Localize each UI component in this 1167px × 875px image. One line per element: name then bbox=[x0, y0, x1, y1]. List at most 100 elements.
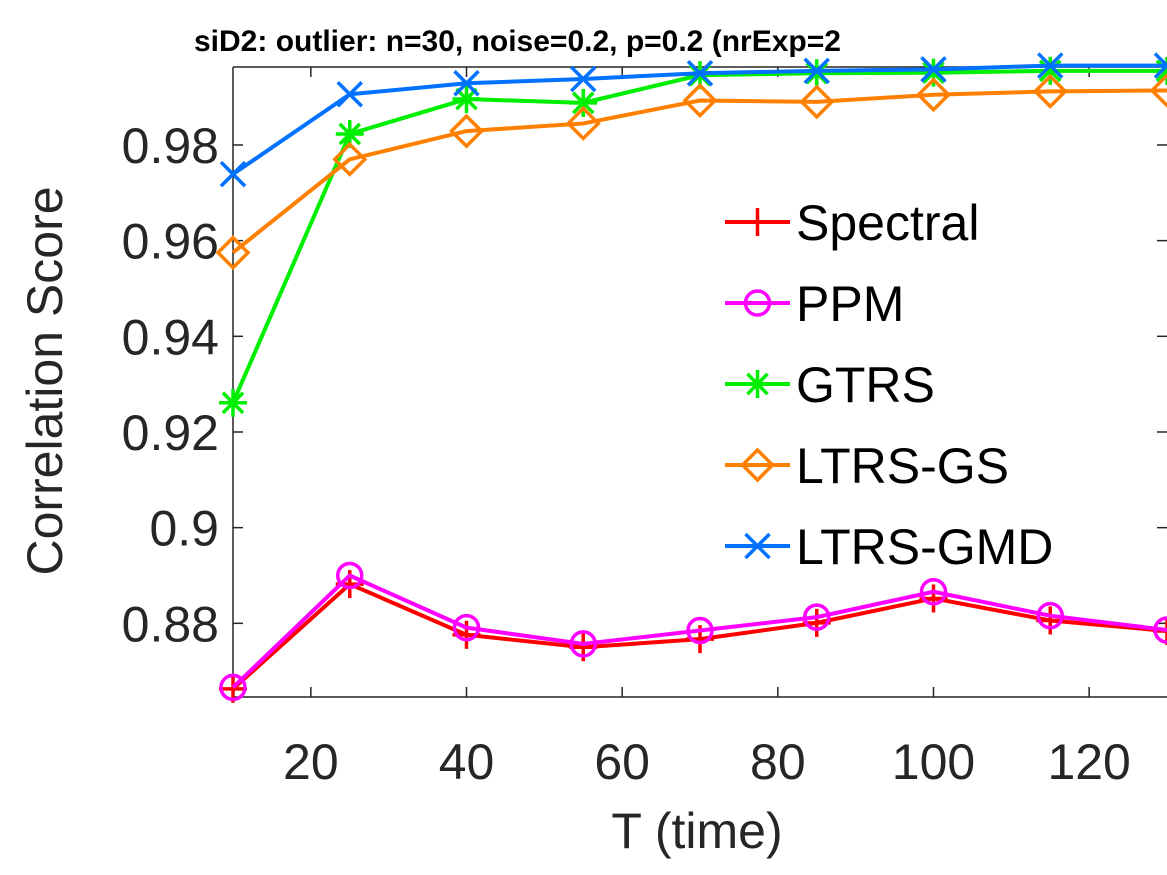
marker-stroke bbox=[215, 235, 251, 271]
marker-stroke bbox=[686, 616, 714, 645]
legend-marker bbox=[740, 447, 775, 483]
legend-item-spectral: Spectral bbox=[725, 195, 979, 251]
y-tick-label: 0.98 bbox=[122, 118, 219, 174]
series-line-gtrs bbox=[231, 68, 1167, 404]
x-tick-label: 20 bbox=[283, 734, 339, 790]
marker-stroke bbox=[1153, 52, 1167, 69]
data-point-gtrs bbox=[219, 388, 247, 417]
data-point-ltrs-gmd bbox=[453, 70, 480, 97]
data-point-ltrs-gmd bbox=[570, 65, 597, 93]
legend-marker bbox=[743, 208, 772, 236]
marker-stroke bbox=[1037, 52, 1064, 79]
x-tick-label: 40 bbox=[439, 734, 495, 790]
legend-label: LTRS-GMD bbox=[796, 519, 1053, 575]
legend-marker bbox=[744, 532, 771, 560]
y-tick-label: 0.92 bbox=[122, 405, 219, 461]
marker-stroke bbox=[336, 561, 364, 590]
marker-stroke bbox=[799, 84, 835, 120]
marker-stroke bbox=[570, 65, 597, 93]
y-axis-title: Correlation Score bbox=[17, 186, 73, 575]
marker-stroke bbox=[744, 532, 771, 560]
data-point-gtrs bbox=[1036, 56, 1065, 85]
x-tick-label: 60 bbox=[594, 734, 650, 790]
data-point-ltrs-gs bbox=[799, 84, 835, 120]
data-point-ltrs-gs bbox=[1149, 72, 1167, 108]
marker-stroke bbox=[1153, 616, 1167, 644]
x-tick-label: 100 bbox=[892, 734, 975, 790]
data-point-ppm bbox=[452, 613, 481, 642]
data-point-ltrs-gmd bbox=[1037, 52, 1064, 79]
data-point-ppm bbox=[919, 578, 948, 606]
data-point-ltrs-gmd bbox=[686, 59, 714, 87]
series-ppm bbox=[219, 561, 1167, 702]
marker-stroke bbox=[219, 160, 247, 188]
data-point-ppm bbox=[803, 603, 831, 631]
data-point-ltrs-gs bbox=[565, 105, 601, 141]
data-point-ppm bbox=[569, 630, 597, 658]
series-group bbox=[215, 52, 1167, 703]
x-axis-title: T (time) bbox=[611, 803, 782, 859]
data-point-ppm bbox=[219, 673, 247, 702]
series-line-ltrs-gs bbox=[231, 88, 1167, 255]
data-point-ltrs-gmd bbox=[920, 56, 947, 83]
data-point-ltrs-gs bbox=[916, 77, 951, 113]
legend: Spectral PPM GTRS LTRS-GS LTRS-GMD bbox=[725, 195, 1053, 575]
data-point-ppm bbox=[1036, 601, 1064, 630]
legend-label: LTRS-GS bbox=[796, 438, 1009, 494]
marker-stroke bbox=[569, 630, 597, 658]
marker-stroke bbox=[1155, 68, 1167, 83]
data-point-ppm bbox=[336, 561, 364, 590]
marker-stroke bbox=[221, 391, 245, 415]
marker-stroke bbox=[1036, 601, 1064, 630]
series-clip-group bbox=[215, 52, 1167, 703]
marker-stroke bbox=[1149, 72, 1167, 108]
series-line-ppm bbox=[231, 573, 1167, 689]
y-tick-label: 0.9 bbox=[149, 501, 219, 557]
y-tick-label: 0.94 bbox=[122, 309, 219, 365]
legend-label: Spectral bbox=[796, 195, 979, 251]
data-point-ltrs-gmd bbox=[219, 160, 247, 188]
marker-stroke bbox=[565, 105, 601, 141]
data-point-ltrs-gmd bbox=[336, 81, 363, 108]
data-point-gtrs bbox=[569, 88, 598, 117]
chart-title: siD2: outlier: n=30, noise=0.2, p=0.2 (n… bbox=[194, 25, 841, 58]
data-point-spectral bbox=[1153, 616, 1167, 645]
data-point-ltrs-gmd bbox=[1153, 52, 1167, 79]
plot-frame bbox=[232, 66, 1167, 698]
legend-item-ltrs-gs: LTRS-GS bbox=[725, 438, 1009, 494]
data-point-ltrs-gs bbox=[332, 141, 368, 177]
data-point-ltrs-gs bbox=[449, 113, 484, 149]
marker-stroke bbox=[916, 77, 951, 113]
marker-stroke bbox=[920, 56, 947, 83]
data-point-ltrs-gs bbox=[1032, 73, 1068, 109]
marker-stroke bbox=[336, 81, 363, 108]
marker-stroke bbox=[746, 372, 769, 396]
marker-stroke bbox=[449, 113, 484, 149]
y-tick-label: 0.88 bbox=[122, 596, 219, 652]
legend-item-ltrs-gmd: LTRS-GMD bbox=[725, 519, 1053, 575]
data-point-ppm bbox=[686, 616, 714, 645]
y-axis: 0.88 0.9 0.92 0.94 0.96 0.98 bbox=[122, 118, 1167, 652]
marker-stroke bbox=[803, 57, 830, 85]
marker-stroke bbox=[1032, 73, 1068, 109]
marker-stroke bbox=[743, 289, 772, 317]
marker-stroke bbox=[453, 70, 480, 97]
legend-item-gtrs: GTRS bbox=[725, 357, 935, 413]
marker-stroke bbox=[922, 61, 945, 85]
marker-stroke bbox=[571, 91, 595, 115]
legend-item-ppm: PPM bbox=[725, 276, 904, 332]
marker-stroke bbox=[338, 122, 362, 146]
x-axis: 20 40 60 80 100 120 bbox=[283, 67, 1131, 790]
data-point-gtrs bbox=[919, 58, 948, 87]
data-point-ltrs-gs bbox=[682, 83, 718, 118]
x-tick-label: 80 bbox=[750, 734, 806, 790]
series-ltrs-gs bbox=[215, 72, 1167, 271]
marker-stroke bbox=[332, 141, 368, 177]
marker-stroke bbox=[686, 59, 714, 87]
legend-marker bbox=[743, 370, 772, 398]
data-point-ltrs-gmd bbox=[803, 57, 830, 85]
marker-stroke bbox=[1153, 63, 1167, 79]
series-ltrs-gmd bbox=[219, 52, 1167, 188]
x-tick-label: 120 bbox=[1047, 734, 1130, 790]
